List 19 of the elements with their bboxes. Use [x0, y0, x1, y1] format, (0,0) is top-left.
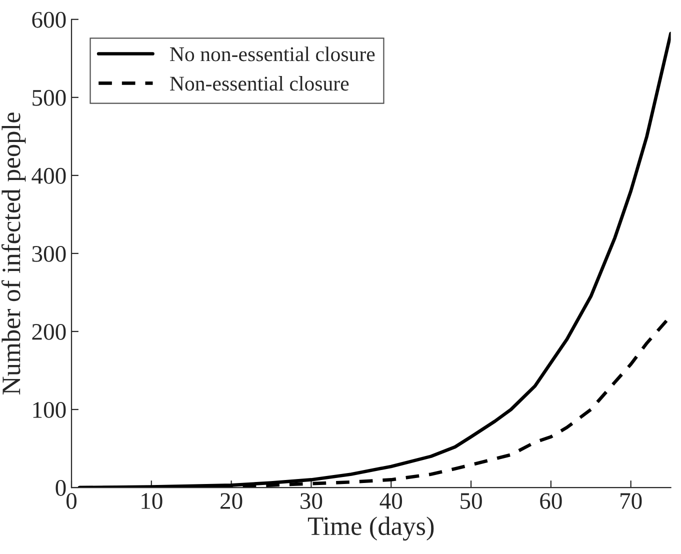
x-tick-label: 10 [142, 493, 162, 509]
y-tick-label: 100 [33, 402, 66, 418]
y-tick-label: 600 [32, 12, 66, 28]
x-tick-label: 30 [300, 493, 322, 509]
y-tick-label: 200 [32, 324, 66, 340]
x-axis-title: Time (days) [308, 516, 434, 541]
legend-label: No non-essential closure [170, 46, 375, 62]
x-tick-label: 40 [380, 493, 402, 509]
legend-label: Non-essential closure [170, 76, 349, 91]
y-tick-label: 500 [32, 90, 66, 106]
x-tick-label: 70 [620, 493, 642, 509]
x-tick-label: 60 [540, 493, 562, 509]
y-tick-label: 0 [56, 480, 66, 496]
y-tick-label: 300 [32, 246, 66, 262]
x-tick-label: 20 [220, 493, 242, 509]
y-tick-label: 400 [32, 168, 66, 184]
y-axis-title: Number of infected people [1, 112, 26, 394]
x-tick-label: 0 [66, 493, 77, 509]
x-tick-label: 50 [460, 493, 482, 509]
